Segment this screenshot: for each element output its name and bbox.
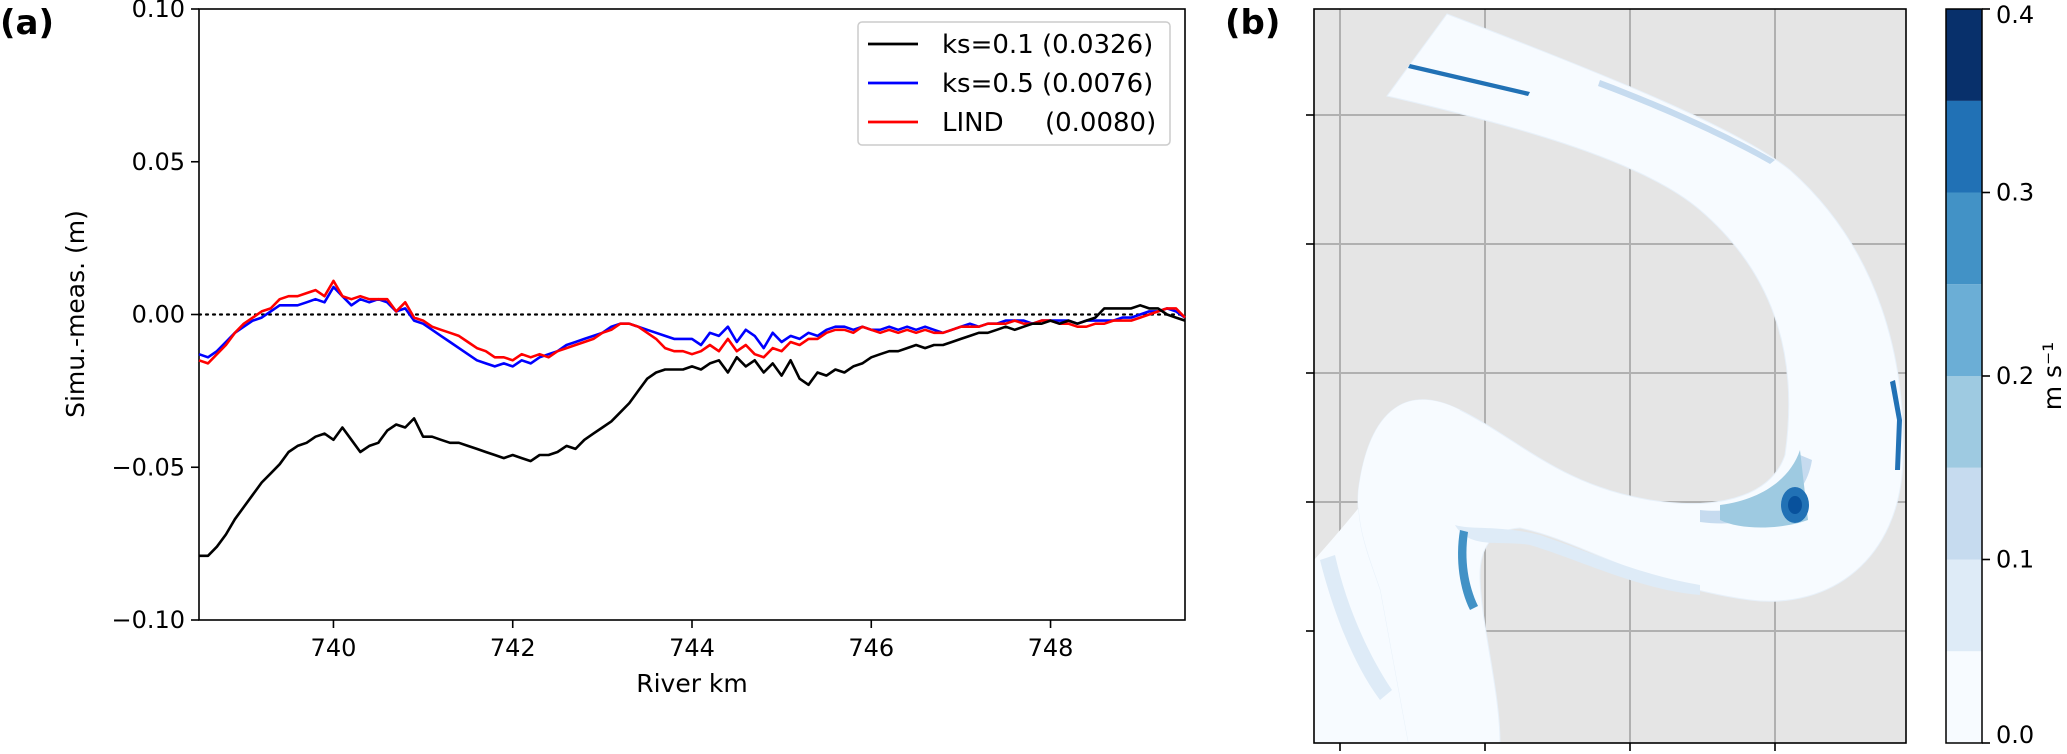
legend-label: LIND (0.0080) (942, 108, 1156, 138)
legend-items: ks=0.1 (0.0326) ks=0.5 (0.0076) LIND (0.00… (868, 30, 1156, 138)
colorbar-band (1946, 192, 1982, 285)
y-axis-title: Simu.-meas. (m) (61, 210, 90, 418)
colorbar-band (1946, 376, 1982, 468)
colorbar-band (1946, 651, 1982, 743)
x-tick-label: 744 (669, 634, 715, 662)
river-inlet (1314, 399, 1460, 743)
x-tick-label: 740 (311, 634, 357, 662)
series-line (199, 303, 1186, 558)
legend-label: ks=0.1 (0.0326) (942, 30, 1153, 60)
velocity-map (1306, 8, 1907, 751)
x-axis-title: River km (636, 669, 748, 698)
colorbar-band (1946, 467, 1982, 560)
series-line (198, 279, 1186, 365)
map-frame (1313, 8, 1907, 744)
bank-velocity-streak (1458, 530, 1478, 610)
panel-a-label: (a) (0, 3, 54, 43)
bank-zone (1320, 555, 1392, 700)
outer-bank-streak (1890, 380, 1902, 470)
y-tick-label: −0.05 (111, 453, 185, 481)
line-chart: 740 742 744 746 748 −0.10 −0.05 0.00 0.05 0.10 Ri… (61, 0, 1187, 698)
velocity-hotspot-core (1788, 496, 1802, 514)
colorbar-band (1946, 100, 1982, 193)
series-line (198, 285, 1186, 368)
top-bank-streak (1408, 64, 1530, 96)
colorbar-label: m s⁻¹ (2038, 342, 2067, 411)
colorbar-band (1946, 284, 1982, 376)
colorbar-tick-label: 0.4 (1996, 1, 2034, 29)
series-lines (197, 279, 1187, 558)
colorbar-band (1946, 9, 1982, 101)
x-tick-label: 742 (490, 634, 536, 662)
colorbar-tick-label: 0.0 (1996, 721, 2034, 749)
axis-ticks: 740 742 744 746 748 −0.10 −0.05 0.00 0.05 0.10 (111, 0, 1073, 662)
y-tick-label: 0.05 (132, 148, 185, 176)
inner-bend-zone (1455, 525, 1700, 595)
colorbar-tick-label: 0.3 (1996, 179, 2034, 207)
river-channel (1314, 13, 1904, 743)
upper-bank-zone (1598, 80, 1775, 164)
colorbar-band (1946, 559, 1982, 652)
colorbar-tick-label: 0.1 (1996, 546, 2034, 574)
y-tick-label: 0.00 (132, 301, 185, 329)
panel-b-label: (b) (1225, 3, 1280, 43)
legend-box (857, 21, 1171, 146)
legend-label: ks=0.5 (0.0076) (942, 69, 1153, 99)
y-tick-label: 0.10 (132, 0, 185, 23)
y-tick-label: −0.10 (111, 606, 185, 634)
x-tick-label: 746 (848, 634, 894, 662)
colorbar-ticks: 0.0 0.1 0.2 0.3 0.4 (1982, 1, 2034, 749)
colorbar-bands (1946, 9, 1982, 743)
legend: ks=0.1 (0.0326) ks=0.5 (0.0076) LIND (0.00… (857, 21, 1171, 146)
colorbar-tick-label: 0.2 (1996, 362, 2034, 390)
x-tick-label: 748 (1028, 634, 1074, 662)
map-axis-ticks (1306, 114, 1776, 751)
colorbar: 0.0 0.1 0.2 0.3 0.4 m s⁻¹ (1945, 1, 2067, 749)
